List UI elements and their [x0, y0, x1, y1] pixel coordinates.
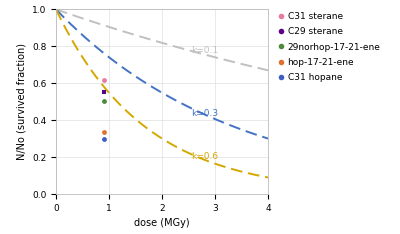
- Point: [100, 90, 107, 94]
- Point: [100, 137, 107, 141]
- Text: k=0.3: k=0.3: [191, 109, 218, 118]
- Point: [100, 99, 107, 103]
- Point: [100, 78, 107, 81]
- X-axis label: dose (MGy): dose (MGy): [134, 219, 190, 228]
- Text: k=0.1: k=0.1: [191, 47, 218, 55]
- Text: k=0.6: k=0.6: [191, 152, 218, 161]
- Point: [100, 130, 107, 134]
- Y-axis label: N/No (survived fraction): N/No (survived fraction): [16, 43, 26, 160]
- Legend: C31 sterane, C29 sterane, 29norhop-17-21-ene, hop-17-21-ene, C31 hopane: C31 sterane, C29 sterane, 29norhop-17-21…: [277, 10, 382, 84]
